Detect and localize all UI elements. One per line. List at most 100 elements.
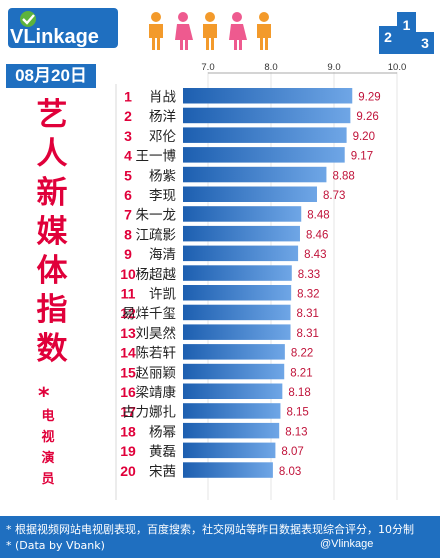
rank-label: 1: [124, 89, 132, 105]
subtitle-char: 员: [41, 472, 55, 487]
rank-label: 7: [124, 207, 132, 223]
category-label: 黄磊: [149, 444, 176, 460]
rank-label: 10: [120, 266, 136, 282]
bar: [183, 363, 285, 380]
x-tick-label: 7.0: [201, 62, 214, 73]
footnote-method: * 根据视频网站电视剧表现，百度搜索，社交网站等昨日数据表现综合评分，10分制: [6, 523, 414, 536]
bar: [183, 265, 292, 281]
value-label: 8.21: [290, 367, 312, 379]
date-badge: 08月20日: [6, 64, 96, 88]
category-label: 李现: [149, 188, 176, 204]
rank-label: 13: [120, 325, 136, 341]
title-char: 人: [36, 136, 68, 172]
person-icon: [149, 12, 163, 50]
value-label: 8.33: [298, 269, 320, 281]
x-tick-label: 9.0: [327, 62, 340, 73]
bar: [183, 206, 302, 222]
bar: [183, 304, 291, 321]
bar: [183, 186, 317, 202]
value-label: 8.15: [286, 407, 308, 419]
value-label: 8.73: [323, 190, 345, 202]
brand-name: VLinkage: [10, 26, 99, 48]
person-icon: [257, 12, 271, 50]
value-label: 8.46: [306, 229, 328, 241]
category-label: 赵丽颖: [136, 365, 177, 381]
bar: [183, 107, 351, 124]
rank-label: 4: [124, 148, 132, 164]
rank-label: 8: [124, 226, 132, 242]
value-label: 9.20: [353, 131, 375, 143]
title-char: 新: [36, 175, 68, 211]
category-label: 杨紫: [149, 168, 176, 184]
rank-label: 20: [120, 463, 136, 479]
vlinkage-logo: [8, 8, 118, 48]
title-char: 数: [36, 331, 68, 367]
subtitle-char: 视: [41, 430, 55, 445]
rank-label: 3: [124, 128, 132, 144]
category-label: 刘昊然: [136, 325, 177, 342]
bar: [183, 324, 291, 340]
value-label: 8.48: [307, 210, 329, 222]
rank-label: 5: [124, 167, 132, 183]
rank-label: 17: [120, 404, 136, 420]
rank-label: 6: [124, 187, 132, 203]
x-tick-label: 8.0: [264, 62, 277, 73]
category-label: 肖战: [149, 90, 176, 106]
subtitle-char: 演: [41, 451, 55, 466]
value-label: 8.32: [297, 289, 319, 301]
rank-label: 16: [120, 384, 136, 400]
footnote-source: * (Data by Vbank): [6, 539, 105, 552]
category-label: 古力娜扎: [122, 405, 176, 421]
bar: [183, 462, 273, 478]
rank-label: 12: [120, 305, 136, 321]
value-label: 9.29: [358, 92, 380, 104]
rank-label: 18: [120, 423, 136, 439]
bar: [183, 383, 283, 399]
person-icon: [229, 12, 247, 50]
bar: [183, 127, 347, 143]
category-label: 朱一龙: [136, 208, 177, 224]
bar: [183, 147, 345, 163]
value-label: 8.07: [281, 446, 303, 458]
person-icon: [203, 12, 217, 50]
bar: [183, 422, 280, 439]
value-label: 8.43: [304, 249, 326, 261]
category-label: 杨超越: [136, 267, 177, 283]
bar: [183, 225, 300, 242]
value-label: 8.13: [285, 426, 307, 438]
bar: [183, 88, 353, 104]
value-label: 8.31: [297, 308, 319, 320]
category-label: 邓伦: [149, 129, 176, 145]
title-asterisk: *: [38, 384, 50, 409]
podium-number: 3: [421, 35, 429, 51]
bar: [183, 344, 285, 360]
title-char: 指: [36, 292, 68, 328]
value-label: 8.31: [297, 328, 319, 340]
rank-label: 11: [121, 286, 136, 302]
rank-label: 14: [120, 345, 136, 361]
podium-number: 2: [384, 29, 392, 45]
value-label: 8.18: [288, 387, 310, 399]
category-label: 江疏影: [136, 227, 177, 243]
bar: [183, 403, 281, 419]
podium-icon: 2 1 3: [379, 12, 434, 54]
value-label: 8.03: [279, 466, 301, 478]
subtitle-char: 电: [41, 409, 55, 424]
category-label: 易烊千玺: [122, 306, 176, 322]
value-label: 9.26: [356, 111, 378, 123]
category-label: 陈若轩: [136, 345, 177, 362]
rank-label: 2: [124, 108, 132, 124]
value-label: 9.17: [351, 151, 373, 163]
category-label: 王一博: [136, 148, 177, 165]
bar: [183, 285, 292, 301]
bar: [183, 245, 299, 262]
category-label: 宋茜: [149, 464, 176, 480]
x-tick-label: 10.0: [388, 62, 407, 73]
bar: [183, 166, 327, 183]
rank-label: 15: [120, 364, 136, 380]
title-char: 体: [36, 253, 68, 289]
people-icons: [149, 12, 271, 50]
podium-number: 1: [403, 17, 411, 33]
title-char: 艺: [36, 97, 68, 133]
chart-title: 艺 人 新 媒 体 指 数: [34, 96, 70, 369]
